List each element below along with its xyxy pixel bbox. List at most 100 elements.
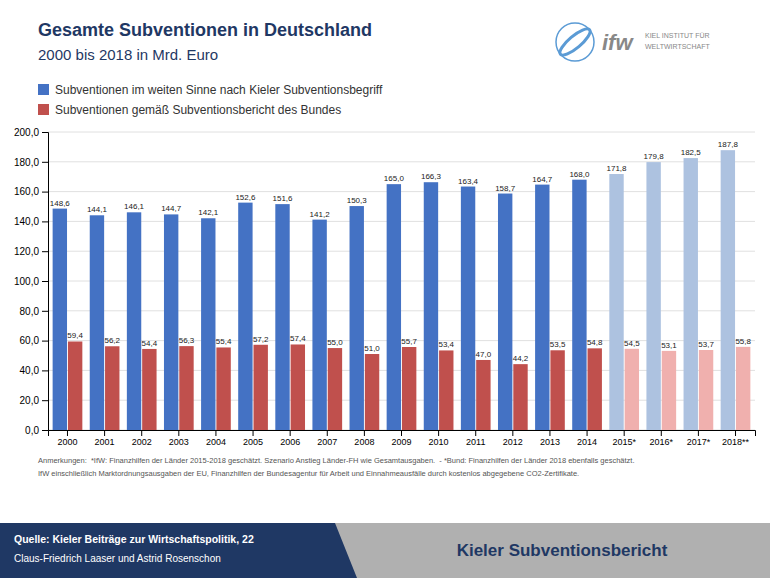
legend-label: Subventionen im weiten Sinne nach Kieler…: [55, 83, 383, 97]
x-tick-label: 2017*: [687, 437, 711, 447]
data-label: 164,7: [532, 175, 553, 184]
bar: [387, 184, 401, 430]
x-tick-mark: [475, 430, 476, 436]
y-tick-mark: [42, 430, 48, 431]
logo-stripe: [557, 25, 594, 59]
bar: [424, 182, 438, 430]
x-tick: 2018**: [722, 430, 750, 447]
bar: [461, 187, 475, 430]
data-label: 54,8: [587, 338, 603, 347]
bar: [105, 346, 119, 430]
logo-globe: [556, 23, 594, 61]
data-label: 55,8: [735, 337, 751, 346]
x-tick-label: 2007: [317, 437, 337, 447]
x-tick-mark: [215, 430, 216, 436]
legend-swatch: [38, 104, 49, 115]
data-label: 187,8: [718, 140, 739, 149]
y-tick: 200,0: [14, 127, 48, 138]
data-labels: 148,6144,1146,1144,7142,1152,6151,6141,2…: [50, 140, 752, 363]
bar-series: [53, 150, 735, 430]
grid-line: [48, 132, 755, 133]
data-label: 168,0: [569, 170, 590, 179]
bar: [550, 350, 564, 430]
x-tick-mark: [178, 430, 179, 436]
x-tick-mark: [735, 430, 736, 436]
x-tick-label: 2006: [280, 437, 300, 447]
data-label: 171,8: [607, 164, 628, 173]
bar-series: [68, 341, 750, 430]
subtitle: 2000 bis 2018 in Mrd. Euro: [38, 46, 218, 63]
bar: [127, 212, 141, 430]
x-tick-label: 2009: [391, 437, 411, 447]
title: Gesamte Subventionen in Deutschland: [38, 20, 372, 40]
x-tick-mark: [364, 430, 365, 436]
x-tick: 2004: [206, 430, 226, 447]
y-tick-label: 100,0: [14, 276, 39, 287]
x-axis: 2000200120022003200420052006200720082009…: [49, 430, 756, 447]
bar: [662, 351, 676, 430]
y-tick-label: 120,0: [14, 246, 39, 257]
source: Quelle: Kieler Beiträge zur Wirtschaftsp…: [14, 533, 254, 545]
bar: [513, 364, 527, 430]
x-tick-label: 2018**: [722, 437, 750, 447]
legend-item: Subventionen gemäß Subventionsbericht de…: [38, 103, 341, 117]
bar: [625, 349, 639, 430]
bar: [535, 185, 549, 430]
y-tick-mark: [42, 132, 48, 133]
x-tick-label: 2013: [540, 437, 560, 447]
data-label: 151,6: [272, 194, 293, 203]
legend-item: Subventionen im weiten Sinne nach Kieler…: [38, 83, 383, 97]
bar: [402, 347, 416, 430]
logo-text: KIEL INSTITUT FÜR: [645, 32, 710, 39]
x-tick: 2010: [429, 430, 449, 447]
x-tick-mark: [327, 430, 328, 436]
x-tick-label: 2005: [243, 437, 263, 447]
x-tick-label: 2001: [95, 437, 115, 447]
logo: [556, 23, 594, 61]
x-tick-mark: [698, 430, 699, 436]
y-tick: 60,0: [20, 335, 48, 346]
x-tick: 2006: [280, 430, 300, 447]
y-tick: 40,0: [20, 365, 48, 376]
bar: [68, 341, 82, 430]
bar: [646, 162, 660, 430]
data-label: 163,4: [458, 177, 479, 186]
data-label: 53,5: [550, 340, 566, 349]
bar: [609, 174, 623, 430]
x-tick-label: 2003: [169, 437, 189, 447]
x-tick-mark: [401, 430, 402, 436]
bar: [216, 347, 230, 430]
data-label: 56,3: [179, 336, 195, 345]
x-tick-label: 2000: [57, 437, 77, 447]
x-tick: 2014: [577, 430, 597, 447]
data-label: 146,1: [124, 202, 145, 211]
legend-swatch: [38, 84, 49, 95]
y-tick: 20,0: [20, 395, 48, 406]
bar: [328, 348, 342, 430]
y-tick-label: 140,0: [14, 216, 39, 227]
x-tick: 2015*: [612, 430, 636, 447]
y-axis: 0,020,040,060,080,0100,0120,0140,0160,01…: [14, 127, 49, 436]
bar: [275, 204, 289, 430]
x-tick: 2007: [317, 430, 337, 447]
bar: [179, 346, 193, 430]
x-tick: 2003: [169, 430, 189, 447]
y-tick-mark: [42, 221, 48, 222]
y-tick-label: 60,0: [20, 335, 40, 346]
data-label: 57,4: [290, 334, 306, 343]
x-tick: 2013: [540, 430, 560, 447]
x-tick-mark: [290, 430, 291, 436]
bar: [572, 180, 586, 430]
y-tick-mark: [42, 162, 48, 163]
bar: [588, 348, 602, 430]
y-tick: 160,0: [14, 186, 48, 197]
x-tick-mark: [104, 430, 105, 436]
bar: [201, 218, 215, 430]
y-tick-mark: [42, 370, 48, 371]
bar: [498, 194, 512, 430]
y-tick: 100,0: [14, 276, 48, 287]
x-tick-mark: [624, 430, 625, 436]
footer-left: [0, 523, 335, 578]
x-tick-label: 2004: [206, 437, 226, 447]
x-tick-label: 2002: [132, 437, 152, 447]
